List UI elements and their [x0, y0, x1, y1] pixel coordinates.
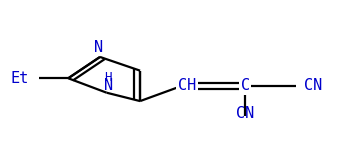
Text: CH: CH — [178, 78, 196, 93]
Text: CN: CN — [304, 78, 322, 93]
Text: N: N — [104, 78, 113, 93]
Text: C: C — [241, 78, 250, 93]
Text: Et: Et — [11, 71, 29, 86]
Text: CN: CN — [236, 106, 254, 121]
Text: N: N — [94, 40, 103, 55]
Text: H: H — [104, 71, 112, 84]
